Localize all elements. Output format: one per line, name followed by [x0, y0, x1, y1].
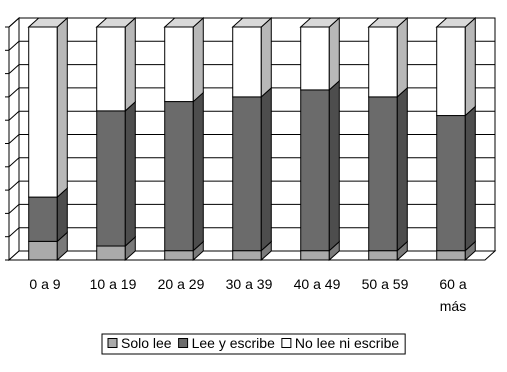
legend-label-no-lee-ni-escribe: No lee ni escribe — [295, 335, 399, 351]
x-tick-label: 10 a 19 — [90, 276, 137, 292]
x-tick-label: 50 a 59 — [362, 276, 409, 292]
bar-lee-y-escribe-side-3 — [260, 86, 272, 252]
gridline-side — [8, 17, 20, 28]
x-tick-label: 30 a 39 — [226, 276, 273, 292]
bar-solo-lee-1[interactable] — [96, 245, 126, 261]
legend-swatch-solo-lee — [107, 338, 118, 348]
bar-lee-y-escribe-5[interactable] — [368, 96, 398, 252]
gridline-side — [8, 157, 20, 168]
bar-lee-y-escribe-2[interactable] — [164, 101, 194, 252]
bar-no-lee-ni-escribe-2[interactable] — [164, 26, 194, 103]
bar-top-1 — [95, 17, 137, 28]
x-tick-label: más — [440, 298, 466, 314]
bar-solo-lee-5[interactable] — [368, 250, 398, 261]
bar-no-lee-ni-escribe-side-5 — [396, 16, 408, 99]
legend-box — [101, 333, 406, 355]
legend-swatch-no-lee-ni-escribe — [281, 338, 292, 348]
gridline-side — [8, 180, 20, 191]
bar-lee-y-escribe-4[interactable] — [300, 89, 330, 252]
bar-no-lee-ni-escribe-side-1 — [124, 16, 136, 113]
bar-lee-y-escribe-3[interactable] — [232, 96, 262, 252]
x-tick-label: 0 a 9 — [29, 276, 60, 292]
bar-lee-y-escribe-side-6 — [464, 105, 476, 252]
bar-solo-lee-4[interactable] — [300, 250, 330, 261]
bar-lee-y-escribe-side-4 — [328, 79, 340, 252]
bar-no-lee-ni-escribe-side-4 — [328, 16, 340, 92]
bar-top-5 — [367, 17, 409, 28]
gridline-side — [8, 227, 20, 238]
gridline-side — [8, 87, 20, 98]
x-tick-label: 40 a 49 — [294, 276, 341, 292]
bar-top-0 — [27, 17, 69, 28]
gridline-side — [8, 110, 20, 121]
bar-no-lee-ni-escribe-5[interactable] — [368, 26, 398, 98]
bar-no-lee-ni-escribe-3[interactable] — [232, 26, 262, 98]
bar-lee-y-escribe-side-5 — [396, 86, 408, 252]
legend-swatch-lee-y-escribe — [178, 338, 189, 348]
bar-no-lee-ni-escribe-side-2 — [192, 16, 204, 103]
bar-lee-y-escribe-1[interactable] — [96, 110, 126, 247]
x-tick-label: 60 a — [439, 276, 466, 292]
bar-lee-y-escribe-6[interactable] — [436, 115, 466, 252]
gridline-side — [8, 134, 20, 144]
bar-no-lee-ni-escribe-6[interactable] — [436, 26, 466, 117]
bar-lee-y-escribe-side-1 — [124, 100, 136, 248]
legend-label-solo-lee: Solo lee — [121, 335, 172, 351]
bar-no-lee-ni-escribe-side-0 — [56, 16, 68, 199]
bar-solo-lee-2[interactable] — [164, 250, 194, 261]
bar-top-6 — [435, 17, 477, 28]
bar-lee-y-escribe-0[interactable] — [28, 196, 58, 242]
gridline-side — [8, 40, 20, 51]
bar-no-lee-ni-escribe-side-6 — [464, 16, 476, 117]
bar-top-2 — [163, 17, 205, 28]
bar-no-lee-ni-escribe-side-3 — [260, 16, 272, 99]
gridline-side — [8, 64, 20, 74]
bar-no-lee-ni-escribe-4[interactable] — [300, 26, 330, 91]
legend-label-lee-y-escribe: Lee y escribe — [192, 335, 275, 351]
bar-lee-y-escribe-side-2 — [192, 91, 204, 252]
bar-solo-lee-3[interactable] — [232, 250, 262, 261]
bar-top-4 — [299, 17, 341, 28]
bar-no-lee-ni-escribe-1[interactable] — [96, 26, 126, 112]
bar-no-lee-ni-escribe-0[interactable] — [28, 26, 58, 198]
x-tick-label: 20 a 29 — [158, 276, 205, 292]
bar-solo-lee-6[interactable] — [436, 250, 466, 261]
gridline-side — [8, 204, 20, 214]
bar-solo-lee-0[interactable] — [28, 240, 58, 261]
bar-top-3 — [231, 17, 273, 28]
